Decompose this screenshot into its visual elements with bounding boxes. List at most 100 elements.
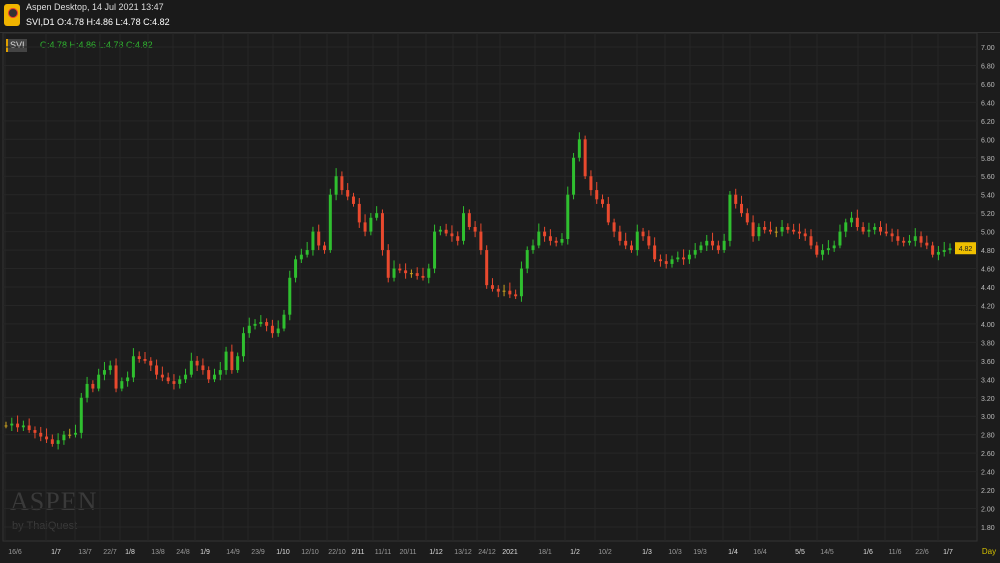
symbol-badge[interactable]: SVI <box>6 39 27 52</box>
candle-body <box>867 229 871 232</box>
y-tick-label: 2.00 <box>981 507 995 514</box>
candle-body <box>861 227 865 232</box>
candle-body <box>207 370 211 380</box>
candle-body <box>496 288 500 292</box>
candle-body <box>369 217 373 232</box>
y-tick-label: 3.80 <box>981 340 995 347</box>
candle-body <box>676 257 680 260</box>
candle-body <box>722 240 726 251</box>
candle-body <box>774 231 778 233</box>
candle-body <box>618 231 622 241</box>
candle-body <box>942 250 946 252</box>
x-tick-label: 24/8 <box>176 549 190 556</box>
candle-body <box>282 314 286 329</box>
candle-body <box>444 229 448 234</box>
candle-body <box>276 328 280 334</box>
x-tick-label: 11/11 <box>375 549 392 556</box>
x-tick-label: 18/1 <box>538 549 552 556</box>
x-tick-label: 1/8 <box>125 549 135 556</box>
x-tick-label: 1/9 <box>200 549 210 556</box>
last-price-label: 4.82 <box>959 246 973 253</box>
watermark-sub: by ThaiQuest <box>12 520 78 532</box>
candle-body <box>392 268 396 278</box>
window-title: Aspen Desktop, 14 Jul 2021 13:47 <box>26 2 164 12</box>
candle-body <box>50 439 54 444</box>
candle-body <box>398 268 402 271</box>
candle-body <box>380 213 384 251</box>
y-tick-label: 6.20 <box>981 119 995 126</box>
candle-body <box>490 285 494 289</box>
candle-body <box>572 157 576 195</box>
y-tick-label: 3.00 <box>981 414 995 421</box>
candle-body <box>890 233 894 237</box>
candle-body <box>479 231 483 251</box>
candle-body <box>184 374 188 380</box>
x-tick-label: 11/6 <box>888 549 901 556</box>
candle-body <box>288 277 292 315</box>
candle-body <box>809 236 813 246</box>
y-tick-label: 3.60 <box>981 359 995 366</box>
candle-body <box>236 356 240 371</box>
candle-body <box>224 351 228 371</box>
candle-body <box>79 397 83 433</box>
y-tick-label: 4.20 <box>981 303 995 310</box>
candle-body <box>62 434 66 441</box>
y-tick-label: 6.00 <box>981 137 995 144</box>
candle-body <box>635 231 639 251</box>
y-tick-label: 2.40 <box>981 470 995 477</box>
candle-body <box>328 194 332 251</box>
candle-body <box>131 356 135 378</box>
candle-body <box>102 370 106 375</box>
candle-body <box>751 222 755 237</box>
x-tick-label: 1/12 <box>429 549 443 556</box>
aspen-logo-icon <box>4 4 20 26</box>
y-tick-label: 6.40 <box>981 100 995 107</box>
y-tick-label: 2.20 <box>981 488 995 495</box>
candle-body <box>936 251 940 255</box>
candle-body <box>821 250 825 255</box>
x-tick-label: 14/9 <box>226 549 240 556</box>
candle-body <box>879 227 883 232</box>
candle-body <box>612 222 616 232</box>
candle-body <box>595 190 599 200</box>
candle-body <box>728 194 732 241</box>
candle-body <box>855 217 859 227</box>
x-tick-label: 24/12 <box>478 549 496 556</box>
candle-body <box>73 432 77 435</box>
y-tick-label: 5.20 <box>981 211 995 218</box>
y-tick-label: 4.00 <box>981 322 995 329</box>
y-tick-label: 6.80 <box>981 63 995 70</box>
y-tick-label: 2.60 <box>981 451 995 458</box>
candle-body <box>583 139 587 177</box>
y-tick-label: 5.00 <box>981 230 995 237</box>
x-tick-label: 16/6 <box>8 549 22 556</box>
candle-body <box>525 250 529 269</box>
candle-body <box>97 374 101 389</box>
candle-body <box>699 245 703 251</box>
candle-body <box>201 365 205 371</box>
title-bar: Aspen Desktop, 14 Jul 2021 13:47 SVI,D1 … <box>0 0 1000 33</box>
x-tick-label: 13/8 <box>151 549 165 556</box>
x-tick-label: 22/10 <box>328 549 346 556</box>
candle-body <box>346 190 350 197</box>
candle-body <box>832 245 836 249</box>
candle-body <box>711 240 715 246</box>
candle-body <box>577 139 581 158</box>
candle-body <box>317 231 321 246</box>
candle-body <box>33 430 37 433</box>
x-tick-label: 22/6 <box>915 549 929 556</box>
candle-body <box>311 231 315 251</box>
candle-body <box>172 381 176 384</box>
x-tick-label: 13/7 <box>78 549 92 556</box>
candle-body <box>218 370 222 375</box>
y-tick-label: 7.00 <box>981 45 995 52</box>
x-tick-label: 22/7 <box>103 549 117 556</box>
candle-body <box>189 360 193 375</box>
candlestick-chart[interactable]: 7.00 6.80 6.60 6.40 6.20 6.00 5.80 5.60 5.40 5.20… <box>0 33 1000 563</box>
candle-body <box>548 236 552 241</box>
candle-body <box>85 383 89 398</box>
watermark-brand: ASPEN <box>10 487 98 516</box>
candle-body <box>740 203 744 214</box>
x-tick-label: 12/10 <box>301 549 319 556</box>
x-tick-label: 1/10 <box>276 549 290 556</box>
